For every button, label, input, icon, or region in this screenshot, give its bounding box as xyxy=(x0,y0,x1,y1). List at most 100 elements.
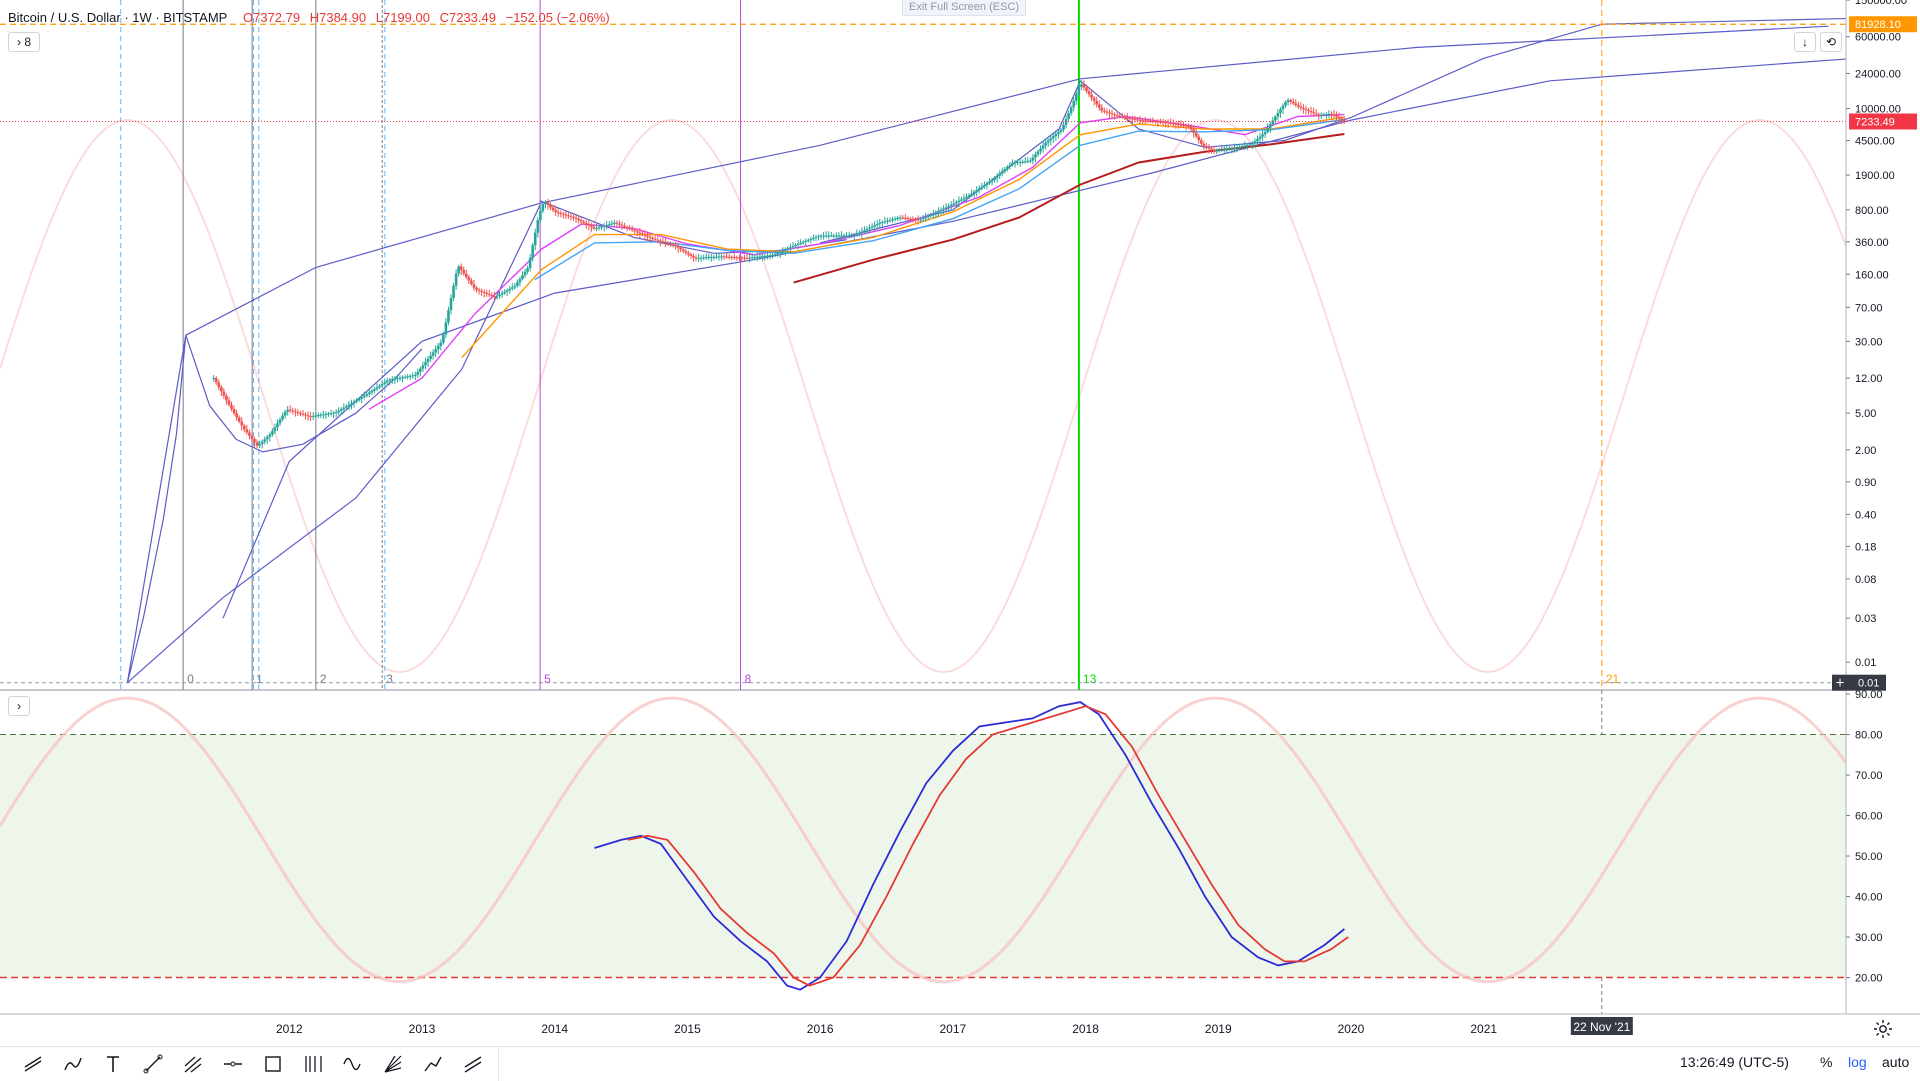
reset-chart-button[interactable]: ⟲ xyxy=(1820,32,1842,52)
candle-body xyxy=(1006,166,1009,170)
tool-sine[interactable] xyxy=(336,1051,370,1077)
time-tick-label: 2021 xyxy=(1470,1022,1497,1036)
candle-body xyxy=(1325,114,1328,116)
tool-gann-fan[interactable] xyxy=(376,1051,410,1077)
candle-body xyxy=(852,235,856,237)
candle-body xyxy=(921,218,925,220)
candle-body xyxy=(903,217,907,219)
tool-path[interactable] xyxy=(416,1051,450,1077)
candle-body xyxy=(342,407,346,410)
candle-body xyxy=(1105,111,1109,113)
candle-body xyxy=(579,220,583,222)
percent-scale-toggle[interactable]: % xyxy=(1820,1054,1833,1070)
log-scale-toggle[interactable]: log xyxy=(1848,1054,1867,1070)
candle-body xyxy=(549,204,552,208)
pitchfork-icon xyxy=(184,1056,202,1073)
tool-rectangle[interactable] xyxy=(256,1051,290,1077)
clock[interactable]: 13:26:49 (UTC-5) xyxy=(1680,1054,1789,1070)
symbol-title[interactable]: Bitcoin / U.S. Dollar · 1W · BITSTAMP xyxy=(8,10,228,25)
candle-body xyxy=(725,256,728,258)
fib-time-label: 1 xyxy=(256,672,263,686)
candle-body xyxy=(1123,117,1127,119)
candle-body xyxy=(947,206,950,208)
price-tick-label: 1900.00 xyxy=(1855,170,1895,182)
candle-body xyxy=(796,243,800,245)
scroll-to-latest-button[interactable]: ↓ xyxy=(1794,32,1816,52)
exit-fullscreen-button[interactable]: Exit Full Screen (ESC) xyxy=(902,0,1027,16)
candle-body xyxy=(944,207,948,209)
candle-body xyxy=(1029,160,1032,162)
price-tick-label: 160.00 xyxy=(1855,269,1889,281)
tool-brush[interactable] xyxy=(56,1051,90,1077)
candle-body xyxy=(791,246,795,248)
tool-parallel-channel[interactable] xyxy=(456,1051,490,1077)
tool-text[interactable] xyxy=(96,1051,130,1077)
price-tick-label: 800.00 xyxy=(1855,205,1889,217)
oscillator-collapse-button[interactable]: › xyxy=(8,696,30,716)
candle-body xyxy=(1087,91,1091,95)
collapse-count: 8 xyxy=(24,35,32,49)
tool-pitchfork[interactable] xyxy=(176,1051,210,1077)
candle-body xyxy=(646,235,649,237)
candle-body xyxy=(222,391,226,396)
candle-body xyxy=(572,216,575,218)
candle-body xyxy=(368,392,371,395)
tool-trend[interactable] xyxy=(16,1051,50,1077)
target-price-tag xyxy=(1849,16,1917,33)
candle-body xyxy=(1268,124,1272,129)
candle-body xyxy=(477,289,481,291)
candle-body xyxy=(1013,162,1017,164)
fib-time-label: 21 xyxy=(1606,672,1620,686)
candle-body xyxy=(436,345,440,350)
candle-body xyxy=(444,322,448,335)
candle-body xyxy=(1046,140,1050,143)
candle-body xyxy=(750,257,754,259)
candle-body xyxy=(291,410,295,412)
gann-fan-icon xyxy=(384,1055,402,1073)
candle-body xyxy=(781,250,785,252)
candle-body xyxy=(819,235,823,237)
candle-body xyxy=(383,382,386,385)
candle-body xyxy=(1074,93,1078,101)
candle-body xyxy=(870,226,874,228)
candle-body xyxy=(1097,104,1101,108)
candle-body xyxy=(1054,133,1058,137)
drawn-curve xyxy=(126,25,1829,683)
candle-body xyxy=(301,413,305,415)
candle-body xyxy=(773,254,777,256)
candle-body xyxy=(957,200,961,203)
candle-body xyxy=(462,269,466,274)
candle-body xyxy=(1026,161,1030,163)
candle-body xyxy=(891,219,894,221)
candle-body xyxy=(1200,140,1203,144)
price-chart[interactable]: 0 1 2 3 5 8 13 21 150000.00 60000.00 24000.00 1000… xyxy=(0,0,1920,1046)
target-price-label: 81928.10 xyxy=(1855,19,1901,31)
candle-body xyxy=(1136,119,1139,121)
candle-body xyxy=(776,253,779,255)
candle-body xyxy=(337,410,341,413)
candle-body xyxy=(1228,148,1231,150)
candle-body xyxy=(1276,112,1280,117)
candle-body xyxy=(487,293,491,296)
tool-horizontal-line[interactable] xyxy=(216,1051,250,1077)
tool-fib-time[interactable] xyxy=(296,1051,330,1077)
last-price-label: 7233.49 xyxy=(1855,117,1895,129)
candle-body xyxy=(901,217,905,219)
gear-icon[interactable] xyxy=(1872,1018,1894,1040)
candle-body xyxy=(1307,110,1310,112)
candle-body xyxy=(1095,101,1098,105)
candle-body xyxy=(1148,120,1152,122)
candle-body xyxy=(1263,131,1267,135)
auto-scale-toggle[interactable]: auto xyxy=(1882,1054,1910,1070)
candle-body xyxy=(1207,147,1211,149)
candle-body xyxy=(875,223,879,226)
oscillator-band xyxy=(0,734,1846,978)
tool-line[interactable] xyxy=(136,1051,170,1077)
candle-body xyxy=(1021,161,1024,163)
candle-body xyxy=(452,285,455,298)
indicators-collapse-button[interactable]: › 8 xyxy=(8,32,40,52)
candle-body xyxy=(439,342,443,346)
candle-body xyxy=(962,198,966,200)
candle-body xyxy=(288,409,292,411)
candle-body xyxy=(322,414,325,416)
